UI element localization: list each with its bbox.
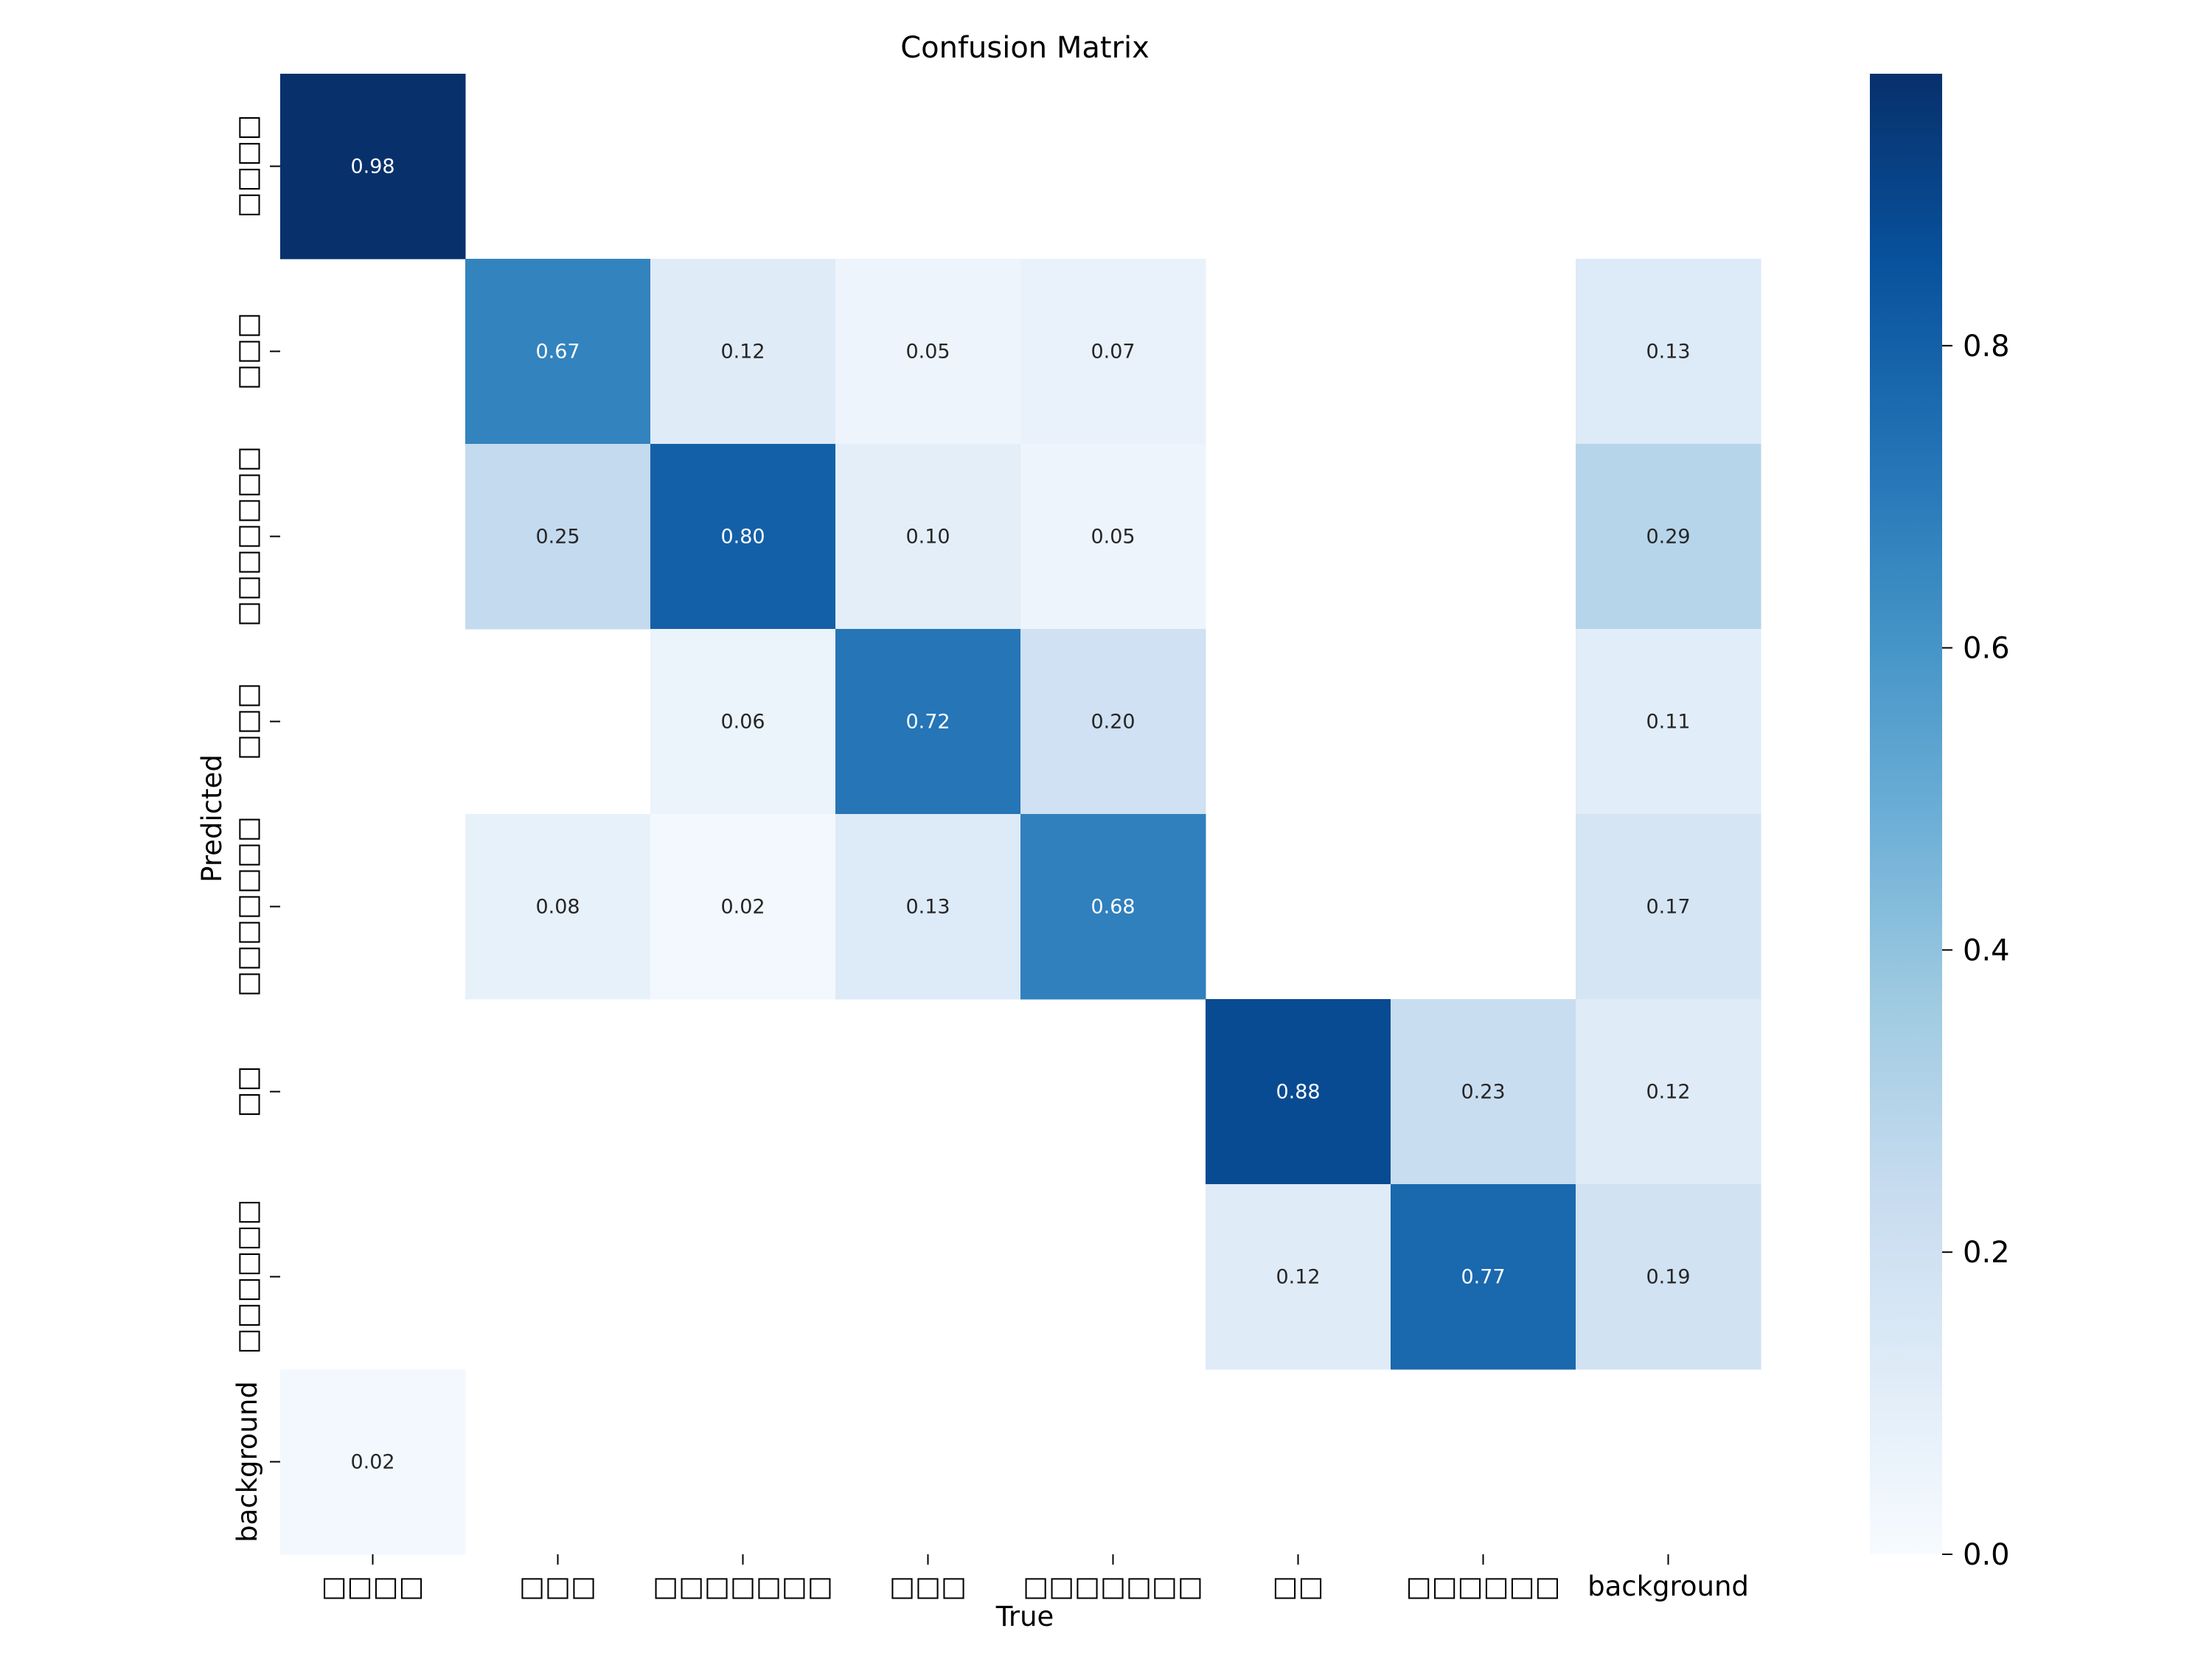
heatmap-cells: 0.98 0.67 0.12 0.05 0.07 0.13 0.25 0.80 0.10 0.05… xyxy=(280,74,1761,1555)
heatmap-cell-r4-c3 xyxy=(835,814,1021,1000)
colorbar-ticks: 0.0 0.2 0.4 0.6 0.8 xyxy=(1942,330,2010,1572)
cell-value-label: 0.02 xyxy=(720,896,765,919)
cell-value-label: 0.13 xyxy=(1646,341,1690,364)
cell-value-label: 0.19 xyxy=(1646,1266,1690,1289)
heatmap-cell-r1-c1 xyxy=(465,259,651,445)
y-tick-label: □□□ xyxy=(232,313,263,390)
heatmap-cell-r3-c3 xyxy=(835,629,1021,815)
cell-value-label: 0.12 xyxy=(720,341,765,364)
cell-value-label: 0.23 xyxy=(1461,1081,1505,1104)
heatmap-cell-r2-c1 xyxy=(465,444,651,630)
heatmap-cell-r6-c5 xyxy=(1206,1184,1391,1370)
heatmap-cell-r4-c1 xyxy=(465,814,651,1000)
colorbar-tick-label: 0.0 xyxy=(1963,1538,2010,1572)
heatmap-cell-r2-c3 xyxy=(835,444,1021,630)
heatmap-cell-r4-c2 xyxy=(650,814,836,1000)
colorbar-tick-label: 0.6 xyxy=(1963,632,2010,666)
heatmap-cell-r6-c7 xyxy=(1576,1184,1761,1370)
heatmap-cell-r0-c0 xyxy=(280,74,466,260)
heatmap-cell-r3-c4 xyxy=(1020,629,1206,815)
cell-value-label: 0.25 xyxy=(535,526,580,549)
chart-title: Confusion Matrix xyxy=(900,31,1150,65)
colorbar xyxy=(1870,74,1942,1554)
heatmap-cell-r1-c3 xyxy=(835,259,1021,445)
cell-value-label: 0.02 xyxy=(350,1451,394,1474)
cell-value-label: 0.98 xyxy=(350,156,394,178)
y-tick-label: □□□□ xyxy=(232,115,263,218)
y-tick-label: □□□□□□□ xyxy=(232,816,263,997)
x-tick-label: □□□ xyxy=(519,1571,597,1602)
cell-value-label: 0.80 xyxy=(720,526,765,549)
cell-value-label: 0.17 xyxy=(1646,896,1690,919)
heatmap-cell-r2-c4 xyxy=(1020,444,1206,630)
y-tick-label: □□ xyxy=(232,1066,263,1118)
x-tick-label: □□ xyxy=(1273,1571,1324,1602)
colorbar-tick-label: 0.2 xyxy=(1963,1236,2010,1270)
x-tick-label: □□□□□□□ xyxy=(653,1571,833,1602)
y-axis-ticks: □□□□□□□□□□□□□□□□□□□□□□□□□□□□□□□□backgrou… xyxy=(232,115,280,1543)
cell-value-label: 0.20 xyxy=(1091,711,1135,734)
x-tick-label: □□□□□□ xyxy=(1406,1571,1561,1602)
colorbar-tick-label: 0.4 xyxy=(1963,933,2010,967)
cell-value-label: 0.05 xyxy=(1091,526,1135,549)
heatmap-cell-r1-c7 xyxy=(1576,259,1761,445)
heatmap-cell-r5-c5 xyxy=(1206,999,1391,1185)
colorbar-tick-label: 0.8 xyxy=(1963,330,2010,364)
x-axis-ticks: □□□□ □□□ □□□□□□□ □□□ □□□□□□□ □□ □□□□□□ backgrou… xyxy=(321,1554,1749,1602)
cell-value-label: 0.06 xyxy=(720,711,765,734)
x-tick-label: background xyxy=(1587,1571,1749,1602)
cell-value-label: 0.72 xyxy=(905,711,950,734)
heatmap-cell-r4-c7 xyxy=(1576,814,1761,1000)
cell-value-label: 0.12 xyxy=(1646,1081,1690,1104)
cell-value-label: 0.11 xyxy=(1646,711,1690,734)
heatmap-cell-r5-c6 xyxy=(1391,999,1576,1185)
heatmap-cell-r2-c7 xyxy=(1576,444,1761,630)
x-tick-label: □□□□□□□ xyxy=(1023,1571,1203,1602)
heatmap-cell-r1-c4 xyxy=(1020,259,1206,445)
y-tick-label: background xyxy=(232,1381,263,1543)
heatmap-cell-r5-c7 xyxy=(1576,999,1761,1185)
heatmap-cell-r3-c2 xyxy=(650,629,836,815)
heatmap-cell-r1-c2 xyxy=(650,259,836,445)
cell-value-label: 0.67 xyxy=(535,341,580,364)
cell-value-label: 0.77 xyxy=(1461,1266,1505,1289)
y-tick-label: □□□□□□ xyxy=(232,1200,263,1354)
cell-value-label: 0.10 xyxy=(905,526,950,549)
cell-value-label: 0.05 xyxy=(905,341,950,364)
heatmap-cell-r3-c7 xyxy=(1576,629,1761,815)
cell-value-label: 0.88 xyxy=(1276,1081,1320,1104)
heatmap-cell-r6-c6 xyxy=(1391,1184,1576,1370)
x-tick-label: □□□□ xyxy=(321,1571,425,1602)
y-tick-label: □□□□□□□ xyxy=(232,446,263,627)
x-tick-label: □□□ xyxy=(889,1571,967,1602)
cell-value-label: 0.68 xyxy=(1091,896,1135,919)
x-axis-label: True xyxy=(995,1601,1054,1632)
heatmap-cell-r4-c4 xyxy=(1020,814,1206,1000)
cell-value-label: 0.07 xyxy=(1091,341,1135,364)
cell-value-label: 0.08 xyxy=(535,896,580,919)
cell-value-label: 0.12 xyxy=(1276,1266,1320,1289)
cell-value-label: 0.29 xyxy=(1646,526,1690,549)
y-axis-label: Predicted xyxy=(196,754,228,883)
heatmap-cell-r2-c2 xyxy=(650,444,836,630)
heatmap-cell-r7-c0 xyxy=(280,1369,466,1555)
y-tick-label: □□□ xyxy=(232,683,263,760)
cell-value-label: 0.13 xyxy=(905,896,950,919)
